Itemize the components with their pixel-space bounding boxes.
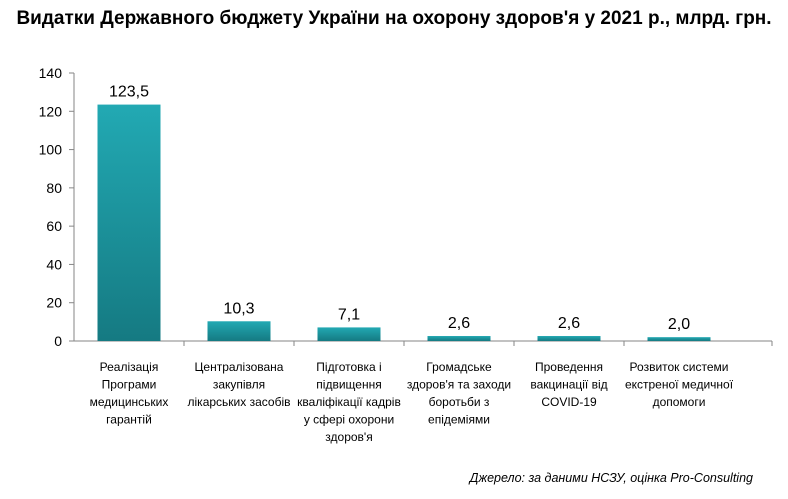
data-label: 2,6	[558, 315, 580, 332]
bar	[317, 327, 381, 341]
y-tick-label: 20	[46, 295, 62, 311]
chart-title: Видатки Державного бюджету України на ох…	[16, 8, 772, 29]
category-label: Централізована закупівля лікарських засобі…	[188, 360, 291, 409]
bar	[537, 336, 601, 341]
y-tick-label: 120	[39, 103, 63, 119]
category-label: Проведення вакцинації від COVID-19	[530, 360, 607, 409]
category-label: Громадське здоров'я та заходи боротьби з еп…	[407, 360, 511, 427]
y-tick-label: 40	[46, 256, 62, 272]
y-tick-label: 100	[39, 142, 63, 158]
category-label: Розвиток системи екстреної медичної допомо…	[625, 360, 734, 409]
data-label: 2,6	[448, 315, 470, 332]
chart-source: Джерело: за даними НСЗУ, оцінка Pro-Cons…	[469, 471, 753, 485]
data-label: 123,5	[109, 84, 149, 101]
category-label: Підготовка і підвищення кваліфікації кадрі…	[297, 360, 401, 444]
y-tick-label: 80	[46, 180, 62, 196]
y-tick-label: 140	[39, 65, 63, 81]
y-tick-label: 60	[46, 218, 62, 234]
category-label: Реалізація Програми медицинських гарантій	[90, 360, 169, 427]
bar	[207, 321, 271, 341]
data-label: 7,1	[338, 306, 360, 323]
bar	[647, 337, 711, 341]
bar	[97, 104, 161, 341]
data-label: 2,0	[668, 316, 690, 333]
data-label: 10,3	[223, 300, 254, 317]
y-tick-label: 0	[54, 333, 62, 349]
bar	[427, 336, 491, 341]
